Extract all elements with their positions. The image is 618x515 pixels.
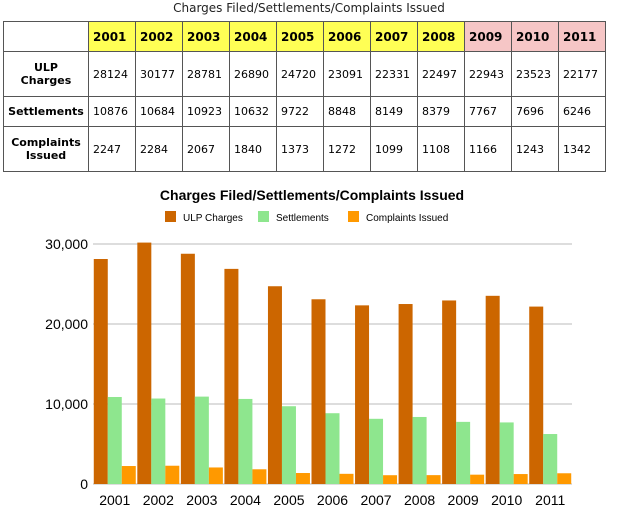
header-row: 2001 2002 2003 2004 2005 2006 2007 2008 2009 2010… xyxy=(3,21,606,52)
bar xyxy=(412,416,427,484)
table-cell: 7767 xyxy=(464,96,512,127)
legend-swatch xyxy=(258,211,269,222)
bar xyxy=(252,469,267,484)
table-cell: 22177 xyxy=(558,51,606,97)
bar xyxy=(470,474,485,484)
table-cell: 8149 xyxy=(370,96,418,127)
bar xyxy=(485,295,500,484)
bar xyxy=(311,299,326,484)
bar xyxy=(398,304,413,484)
table-cell: 22497 xyxy=(417,51,465,97)
year-header: 2009 xyxy=(464,21,512,52)
y-tick-label: 30,000 xyxy=(45,236,88,252)
bar xyxy=(339,473,354,484)
year-header: 2002 xyxy=(135,21,183,52)
bar xyxy=(121,466,136,484)
x-tick-label: 2006 xyxy=(317,492,348,508)
x-tick-label: 2008 xyxy=(404,492,435,508)
table-cell: 28781 xyxy=(182,51,230,97)
y-tick-label: 10,000 xyxy=(45,396,88,412)
table-caption: Charges Filed/Settlements/Complaints Iss… xyxy=(173,1,445,15)
bar xyxy=(151,398,166,484)
bar xyxy=(325,413,340,484)
table-cell: 22331 xyxy=(370,51,418,97)
table-row: Complaints Issued 2247 2284 2067 1840 1373 127… xyxy=(3,126,606,172)
x-tick-label: 2005 xyxy=(273,492,304,508)
bar xyxy=(369,418,384,484)
bar xyxy=(295,473,310,484)
table-cell: 2247 xyxy=(88,126,136,172)
legend-label: ULP Charges xyxy=(183,213,243,224)
bar xyxy=(107,396,122,484)
y-tick-label: 0 xyxy=(80,476,88,492)
row-label: ULP Charges xyxy=(3,51,89,97)
table-cell: 24720 xyxy=(276,51,324,97)
bar xyxy=(557,473,572,484)
bar xyxy=(426,475,441,484)
bar xyxy=(165,465,180,484)
table-cell: 10632 xyxy=(229,96,277,127)
chart-title: Charges Filed/Settlements/Complaints Iss… xyxy=(160,187,464,203)
bar xyxy=(137,242,152,484)
year-header: 2007 xyxy=(370,21,418,52)
bar xyxy=(499,422,514,484)
year-header: 2008 xyxy=(417,21,465,52)
year-header: 2006 xyxy=(323,21,371,52)
table-cell: 28124 xyxy=(88,51,136,97)
x-tick-label: 2002 xyxy=(143,492,174,508)
legend-swatch xyxy=(165,211,176,222)
bar xyxy=(383,475,398,484)
year-header: 2004 xyxy=(229,21,277,52)
y-tick-label: 20,000 xyxy=(45,316,88,332)
legend-swatch xyxy=(348,211,359,222)
table-cell: 1166 xyxy=(464,126,512,172)
bar xyxy=(224,268,239,484)
table-cell: 1342 xyxy=(558,126,606,172)
bar xyxy=(281,406,296,484)
bar xyxy=(208,467,223,484)
table-cell: 7696 xyxy=(511,96,559,127)
bar xyxy=(93,259,108,484)
corner-cell xyxy=(3,21,89,52)
table-cell: 1373 xyxy=(276,126,324,172)
year-header: 2010 xyxy=(511,21,559,52)
table-row: ULP Charges 28124 30177 28781 26890 24720 2309… xyxy=(3,51,606,97)
bar xyxy=(238,398,253,484)
bar xyxy=(267,286,282,484)
x-tick-label: 2009 xyxy=(448,492,479,508)
table-cell: 23523 xyxy=(511,51,559,97)
bar xyxy=(513,474,528,484)
x-tick-label: 2003 xyxy=(186,492,217,508)
bar xyxy=(543,434,558,484)
year-header: 2005 xyxy=(276,21,324,52)
year-header: 2011 xyxy=(558,21,606,52)
legend-label: Settlements xyxy=(276,213,329,224)
table-cell: 9722 xyxy=(276,96,324,127)
x-tick-label: 2001 xyxy=(99,492,130,508)
data-table: 2001 2002 2003 2004 2005 2006 2007 2008 2009 2010… xyxy=(3,21,606,172)
bar xyxy=(442,300,457,484)
row-label: Settlements xyxy=(3,96,89,127)
bar xyxy=(355,305,370,484)
x-tick-label: 2004 xyxy=(230,492,261,508)
x-tick-label: 2010 xyxy=(491,492,522,508)
x-tick-label: 2007 xyxy=(360,492,391,508)
bar xyxy=(180,253,195,484)
legend-label: Complaints Issued xyxy=(366,213,448,224)
table-cell: 2067 xyxy=(182,126,230,172)
table-cell: 1108 xyxy=(417,126,465,172)
x-tick-label: 2011 xyxy=(535,492,565,508)
bar xyxy=(194,396,209,484)
year-header: 2003 xyxy=(182,21,230,52)
bar xyxy=(529,306,544,484)
year-header: 2001 xyxy=(88,21,136,52)
table-cell: 1099 xyxy=(370,126,418,172)
table-cell: 6246 xyxy=(558,96,606,127)
table-cell: 2284 xyxy=(135,126,183,172)
bar xyxy=(456,421,471,484)
